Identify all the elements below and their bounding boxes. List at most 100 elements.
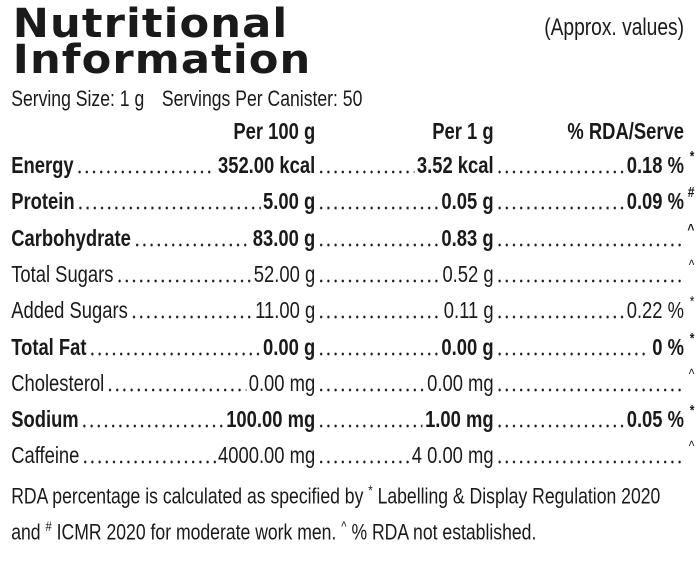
- leader-dots: [496, 277, 682, 284]
- per-100g-value: 4000.00 mg: [218, 442, 316, 469]
- cell-group: 0.00 g: [315, 328, 494, 364]
- cell-group: 0.22 % *: [494, 291, 694, 327]
- footnote-symbol: ^: [687, 220, 695, 238]
- leader-dots: [317, 169, 415, 175]
- nutrient-name: Sodium: [11, 406, 79, 433]
- cell-group: 4 0.00 mg: [315, 436, 494, 472]
- leader-dots: [496, 386, 682, 393]
- leader-dots: [317, 241, 440, 248]
- table-row: Total Fat 0.00 g 0.00 g 0 % *: [11, 328, 694, 364]
- per-1g-value: 0.11 g: [443, 297, 494, 324]
- per-1g-value: 0.83 g: [441, 224, 494, 251]
- symbol: *: [368, 482, 373, 498]
- footnote-symbol: *: [689, 293, 695, 311]
- cell-group: 0.11 g: [315, 291, 494, 327]
- leader-dots: [317, 423, 423, 430]
- cell-group: ^: [494, 364, 694, 400]
- cell-group: 0.83 g: [315, 219, 494, 255]
- note: (Approx. values): [544, 14, 684, 41]
- nutrient-name: Carbohydrate: [11, 224, 131, 251]
- text: and: [11, 519, 41, 545]
- rda-value: 0.09 %: [626, 188, 684, 215]
- table-row: Cholesterol 0.00 mg 0.00 mg ^: [11, 364, 694, 400]
- leader-dots: [115, 277, 252, 284]
- leader-dots: [317, 277, 441, 284]
- leader-dots: [496, 423, 625, 430]
- leader-dots: [81, 423, 224, 430]
- per-1g-value: 4 0.00 mg: [411, 442, 494, 469]
- leader-dots: [496, 350, 650, 357]
- table-row: Sodium 100.00 mg 1.00 mg 0.05 % *: [11, 400, 694, 436]
- cell-group: 3.52 kcal: [315, 146, 494, 182]
- footnote-symbol: ^: [688, 438, 695, 456]
- table-row: Total Sugars 52.00 g 0.52 g ^: [11, 255, 694, 291]
- serving-info: Serving Size: 1 g Servings Per Canister: …: [11, 86, 362, 112]
- table-row: Carbohydrate 83.00 g 0.83 g ^: [11, 219, 694, 255]
- per-100g-value: 11.00 g: [255, 297, 316, 324]
- footnote-symbol: ^: [688, 365, 695, 383]
- cell-group: 0.05 % *: [494, 400, 694, 436]
- nutrient-name: Caffeine: [11, 442, 80, 469]
- footnote-symbol: ^: [688, 256, 695, 274]
- leader-dots: [76, 205, 261, 212]
- column-header: Per 100 g: [233, 118, 316, 144]
- table-row: Added Sugars 11.00 g 0.11 g 0.22 % *: [11, 291, 694, 327]
- leader-dots: [133, 241, 251, 248]
- rda-value: 0.05 %: [626, 406, 684, 433]
- cell-group: Sodium 100.00 mg: [11, 400, 315, 436]
- per-1g-value: 0.00 mg: [427, 369, 494, 396]
- footnote-symbol: *: [689, 148, 695, 165]
- cell-group: Protein 5.00 g: [11, 182, 315, 218]
- leader-dots: [496, 169, 625, 175]
- cell-group: ^: [494, 436, 694, 472]
- rda-value: 0.18 %: [626, 152, 684, 178]
- nutrient-name: Total Fat: [11, 333, 87, 360]
- per-100g-value: 0.00 mg: [248, 369, 316, 396]
- table-row: Protein 5.00 g 0.05 g 0.09 % #: [11, 182, 694, 218]
- leader-dots: [317, 350, 440, 357]
- leader-dots: [496, 314, 625, 321]
- per-100g-value: 83.00 g: [252, 224, 316, 251]
- column-header: Per 1 g: [432, 118, 494, 144]
- leader-dots: [317, 205, 440, 212]
- cell-group: Total Sugars 52.00 g: [11, 255, 315, 291]
- cell-group: 0.00 mg: [315, 364, 494, 400]
- footnote: RDA percentage is calculated as specifie…: [11, 482, 660, 509]
- title: Information: [12, 37, 312, 83]
- leader-dots: [81, 459, 216, 466]
- serving-size: Serving Size: 1 g: [11, 86, 145, 111]
- rda-value: 0 %: [652, 333, 684, 360]
- leader-dots: [317, 314, 442, 321]
- per-100g-value: 0.00 g: [263, 333, 316, 360]
- per-1g-value: 0.00 g: [441, 333, 494, 360]
- footnote-symbol: *: [689, 329, 695, 347]
- per-100g-value: 100.00 mg: [226, 406, 316, 433]
- text: RDA percentage is calculated as specifie…: [11, 483, 364, 509]
- leader-dots: [317, 386, 425, 393]
- leader-dots: [130, 314, 253, 321]
- symbol: ^: [341, 518, 347, 534]
- column-header: % RDA/Serve: [567, 118, 684, 144]
- cell-group: Added Sugars 11.00 g: [11, 291, 315, 327]
- per-1g-value: 1.00 mg: [425, 406, 494, 433]
- per-100g-value: 52.00 g: [253, 260, 316, 287]
- per-100g-value: 352.00 kcal: [217, 152, 316, 178]
- leader-dots: [106, 386, 247, 393]
- cell-group: 0.18 % *: [494, 146, 694, 182]
- leader-dots: [317, 459, 410, 466]
- cell-group: ^: [494, 255, 694, 291]
- cell-group: Caffeine 4000.00 mg: [11, 436, 315, 472]
- nutrient-name: Energy: [11, 152, 74, 178]
- footnote-symbol: #: [687, 184, 695, 202]
- text: Labelling & Display Regulation 2020: [377, 483, 661, 509]
- leader-dots: [496, 241, 682, 248]
- text: ICMR 2020 for moderate work men.: [56, 519, 337, 545]
- nutrient-name: Protein: [11, 188, 75, 215]
- cell-group: Energy 352.00 kcal: [11, 146, 315, 182]
- nutrient-name: Added Sugars: [11, 297, 128, 324]
- cell-group: 0 % *: [494, 328, 694, 364]
- cell-group: 1.00 mg: [315, 400, 494, 436]
- per-1g-value: 0.52 g: [442, 260, 494, 287]
- leader-dots: [88, 350, 261, 357]
